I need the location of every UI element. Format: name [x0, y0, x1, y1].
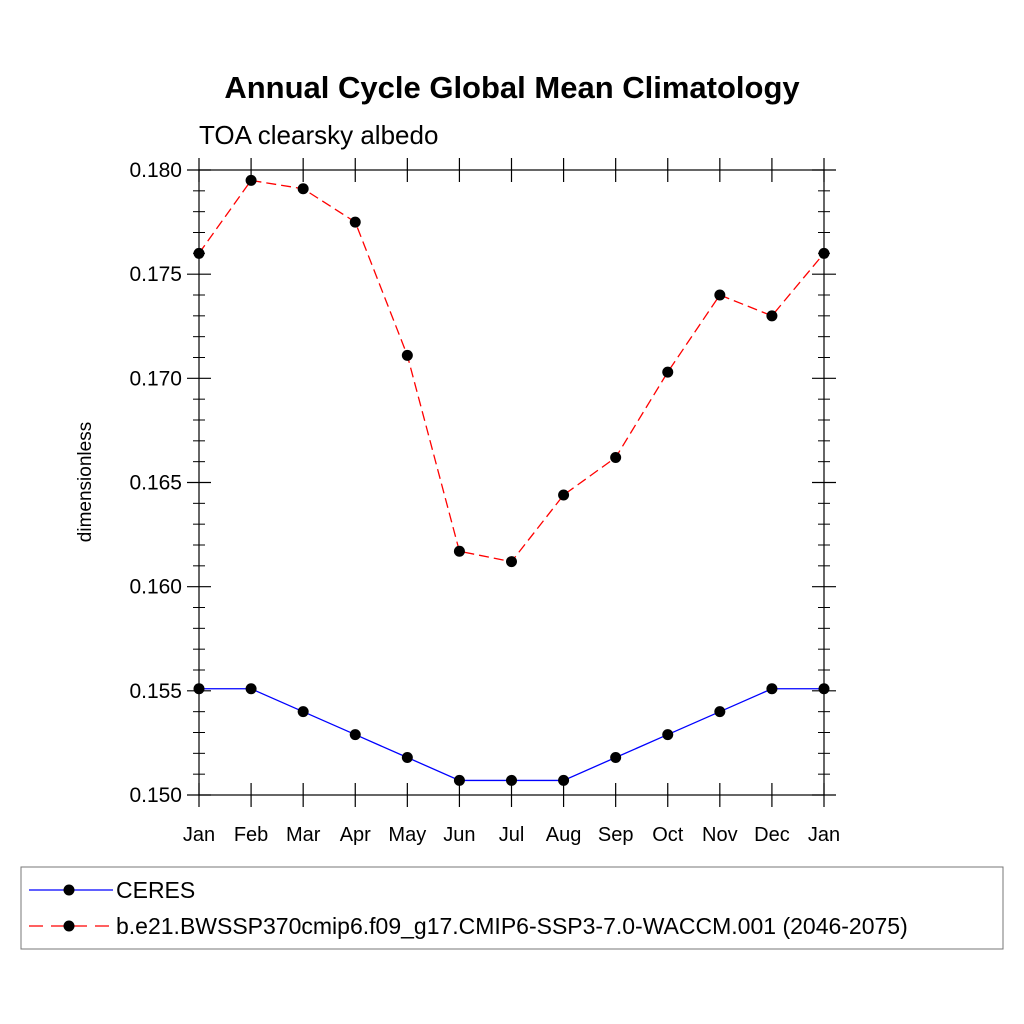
data-point-series-1	[193, 247, 205, 259]
x-tick-labels: Jan Feb Mar Apr May Jun Jul Aug Sep Oct Nov Dec Jan	[183, 824, 840, 846]
chart-subtitle: TOA clearsky albedo	[199, 120, 438, 150]
y-tick-label: 0.150	[129, 784, 182, 807]
data-point-series-0	[766, 683, 778, 695]
data-point-series-1	[453, 545, 465, 557]
legend-label-1: b.e21.BWSSP370cmip6.f09_g17.CMIP6-SSP3-7…	[116, 913, 908, 939]
legend-label-0: CERES	[116, 877, 195, 903]
series-group	[193, 174, 830, 786]
x-tick-label: Oct	[652, 824, 684, 846]
data-point-series-1	[297, 183, 309, 195]
x-tick-label: Dec	[754, 824, 790, 846]
y-tick-label: 0.155	[129, 680, 182, 703]
x-tick-label: Apr	[340, 824, 371, 846]
x-tick-label: Jan	[183, 824, 215, 846]
legend: CERES b.e21.BWSSP370cmip6.f09_g17.CMIP6-S…	[29, 877, 908, 939]
data-point-series-0	[818, 683, 830, 695]
data-point-series-0	[245, 683, 257, 695]
data-point-series-1	[506, 556, 517, 568]
x-tick-label: Sep	[598, 824, 634, 846]
data-point-series-1	[401, 349, 413, 361]
data-point-series-1	[610, 452, 622, 463]
data-point-series-0	[453, 774, 465, 786]
data-point-series-0	[401, 752, 413, 763]
x-tick-label: Jul	[499, 824, 525, 846]
data-point-series-0	[349, 729, 361, 741]
x-tick-label: Mar	[286, 824, 321, 846]
y-tick-label: 0.175	[129, 263, 182, 286]
data-point-series-0	[714, 706, 726, 718]
data-point-series-1	[714, 289, 726, 301]
data-point-series-0	[558, 774, 570, 786]
data-point-series-0	[610, 752, 622, 763]
legend-marker-1	[63, 920, 75, 932]
legend-marker-0	[63, 884, 75, 896]
data-point-series-1	[349, 216, 361, 228]
data-point-series-1	[818, 247, 830, 259]
series-line-0	[199, 688, 824, 782]
data-point-series-1	[662, 366, 674, 378]
x-tick-label: May	[388, 824, 426, 846]
y-tick-label: 0.165	[129, 472, 182, 495]
x-tick-label: Jan	[808, 824, 840, 846]
tick-marks	[187, 158, 836, 807]
data-point-series-1	[558, 489, 570, 501]
x-tick-label: Feb	[234, 824, 268, 846]
x-tick-label: Aug	[546, 824, 582, 846]
y-tick-label: 0.170	[129, 367, 182, 390]
series-line-1	[198, 179, 825, 563]
data-point-series-1	[245, 174, 257, 186]
data-point-series-1	[766, 310, 778, 322]
data-point-series-0	[506, 774, 517, 786]
data-point-series-0	[297, 706, 309, 718]
data-point-series-0	[662, 729, 674, 741]
y-tick-labels: 0.150 0.155 0.160 0.165 0.170 0.175 0.180	[129, 159, 182, 807]
plot-frame	[198, 169, 825, 796]
chart-title: Annual Cycle Global Mean Climatology	[224, 70, 800, 105]
x-tick-label: Jun	[443, 824, 475, 846]
x-tick-label: Nov	[702, 824, 738, 846]
data-point-series-0	[193, 683, 205, 695]
legend-box	[20, 866, 1004, 950]
y-tick-label: 0.160	[129, 576, 182, 599]
y-tick-label: 0.180	[129, 159, 182, 182]
y-axis-label: dimensionless	[75, 422, 96, 542]
